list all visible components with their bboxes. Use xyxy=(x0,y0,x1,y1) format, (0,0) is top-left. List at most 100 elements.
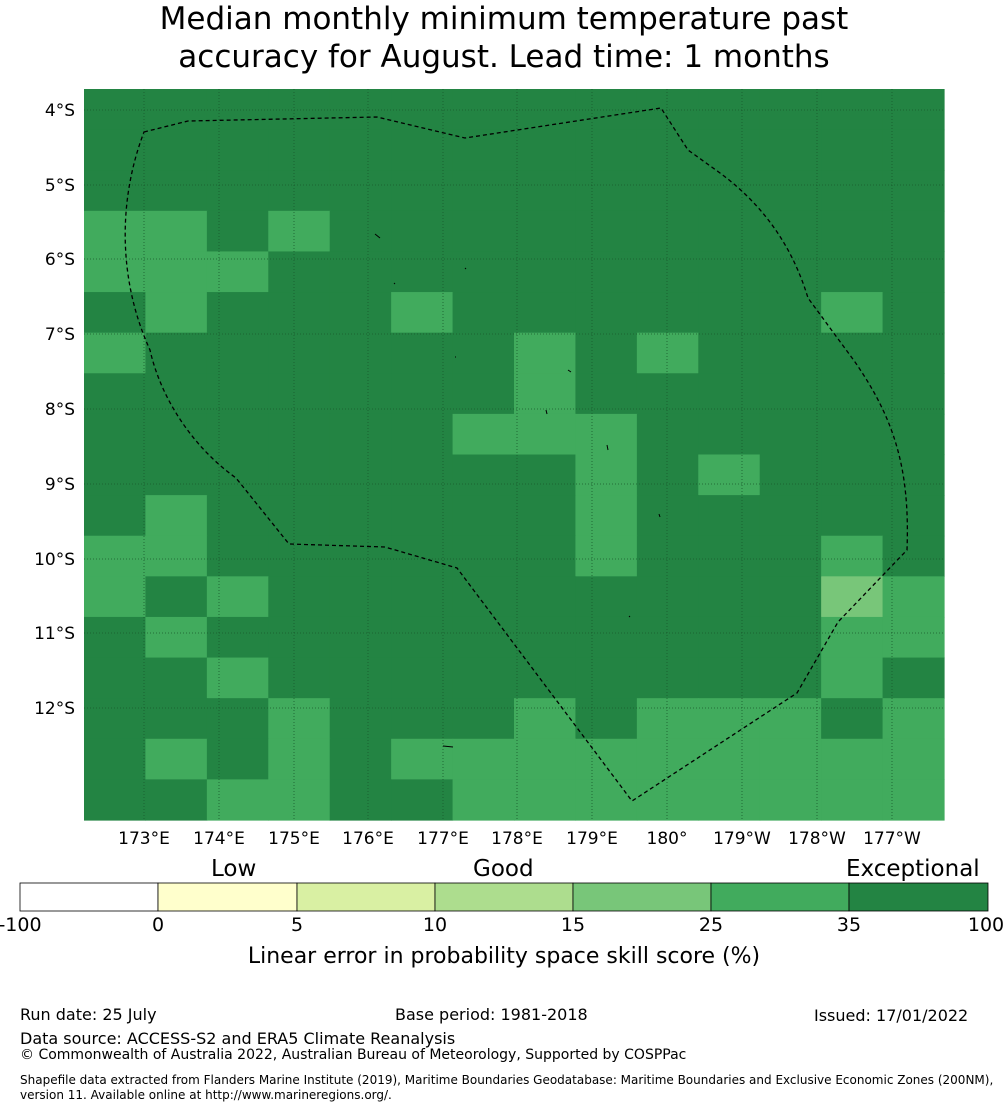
latitude-tick-label: 6°S xyxy=(45,250,75,270)
grid-cell xyxy=(84,657,147,699)
grid-cell xyxy=(84,251,147,293)
grid-cell xyxy=(759,332,822,374)
colorbar-segment xyxy=(19,882,159,912)
grid-cell xyxy=(329,535,392,577)
grid-cell xyxy=(759,129,822,171)
grid-cell xyxy=(821,210,884,253)
grid-cell xyxy=(452,738,515,780)
grid-cell xyxy=(514,738,577,780)
grid-cell xyxy=(575,129,638,171)
grid-cell xyxy=(514,129,577,171)
grid-cell xyxy=(452,616,515,659)
grid-cell xyxy=(329,616,392,659)
grid-cell xyxy=(514,332,577,374)
grid-cell xyxy=(821,373,884,415)
grid-cell xyxy=(698,535,761,577)
grid-cell xyxy=(698,495,761,537)
grid-cell xyxy=(84,698,147,740)
grid-cell xyxy=(698,210,761,253)
grid-cell xyxy=(145,535,208,577)
grid-cell xyxy=(268,332,331,374)
grid-cell xyxy=(329,657,392,699)
grid-cell xyxy=(759,210,822,253)
grid-cell xyxy=(206,576,269,618)
grid-cell xyxy=(268,779,331,821)
island-outlines xyxy=(374,233,661,748)
grid-cell xyxy=(329,779,392,821)
grid-cell xyxy=(268,698,331,740)
grid-cell xyxy=(575,251,638,293)
colorbar-tick: 15 xyxy=(560,914,586,936)
grid-cell xyxy=(759,292,822,334)
grid-cell xyxy=(206,332,269,374)
grid-cell xyxy=(821,413,884,456)
longitude-tick-label: 176°E xyxy=(342,829,394,849)
grid-cell xyxy=(452,779,515,821)
colorbar xyxy=(19,882,989,912)
grid-cell xyxy=(882,454,945,496)
grid-cell xyxy=(391,495,454,537)
grid-cell xyxy=(698,738,761,780)
grid-cell xyxy=(759,698,822,740)
grid-cell xyxy=(882,129,945,171)
grid-cell xyxy=(391,535,454,577)
grid-cell xyxy=(636,698,699,740)
grid-cell xyxy=(698,170,761,212)
title-line-1: Median monthly minimum temperature past xyxy=(159,1,849,37)
colorbar-tick: 0 xyxy=(151,914,165,936)
grid-cell xyxy=(268,210,331,253)
grid-cell xyxy=(391,89,454,131)
grid-cell xyxy=(84,373,147,415)
grid-cell xyxy=(759,535,822,577)
grid-cell xyxy=(514,210,577,253)
grid-cell xyxy=(636,535,699,577)
grid-cell xyxy=(759,251,822,293)
grid-cell xyxy=(268,89,331,131)
latitude-tick-label: 5°S xyxy=(45,176,75,196)
grid-cell xyxy=(206,495,269,537)
grid-cell xyxy=(759,657,822,699)
grid-cell xyxy=(206,535,269,577)
grid-cell xyxy=(145,251,208,293)
grid-cell xyxy=(84,210,147,253)
grid-cell xyxy=(329,738,392,780)
category-low-label: Low xyxy=(211,856,257,882)
grid-cell xyxy=(206,251,269,293)
grid-cell xyxy=(514,576,577,618)
grid-cell xyxy=(84,129,147,171)
grid-cell xyxy=(821,738,884,780)
grid-cell xyxy=(514,616,577,659)
grid-cell xyxy=(145,210,208,253)
grid-cell xyxy=(514,495,577,537)
grid-cell xyxy=(698,373,761,415)
grid-cell xyxy=(575,738,638,780)
grid-cell xyxy=(391,738,454,780)
grid-cell xyxy=(391,454,454,496)
longitude-tick-label: 179°W xyxy=(713,829,771,849)
grid-cell xyxy=(452,495,515,537)
grid-cell xyxy=(145,698,208,740)
grid-cell xyxy=(84,495,147,537)
grid-cell xyxy=(145,373,208,415)
grid-cell xyxy=(329,495,392,537)
grid-cell xyxy=(821,779,884,821)
grid-cell xyxy=(636,738,699,780)
grid-cell xyxy=(575,373,638,415)
grid-cell xyxy=(882,89,945,131)
grid-cell xyxy=(329,413,392,456)
grid-cell xyxy=(452,698,515,740)
grid-cell xyxy=(514,657,577,699)
grid-cell xyxy=(636,616,699,659)
grid-cell xyxy=(821,616,884,659)
grid-cell xyxy=(698,698,761,740)
grid-cell xyxy=(821,535,884,577)
grid-cell xyxy=(84,332,147,374)
grid-cell xyxy=(206,657,269,699)
grid-cell xyxy=(759,413,822,456)
grid-cell xyxy=(145,413,208,456)
run-date: Run date: 25 July xyxy=(20,1005,157,1024)
grid-cell xyxy=(145,738,208,780)
grid-cell xyxy=(452,129,515,171)
grid-cell xyxy=(636,495,699,537)
